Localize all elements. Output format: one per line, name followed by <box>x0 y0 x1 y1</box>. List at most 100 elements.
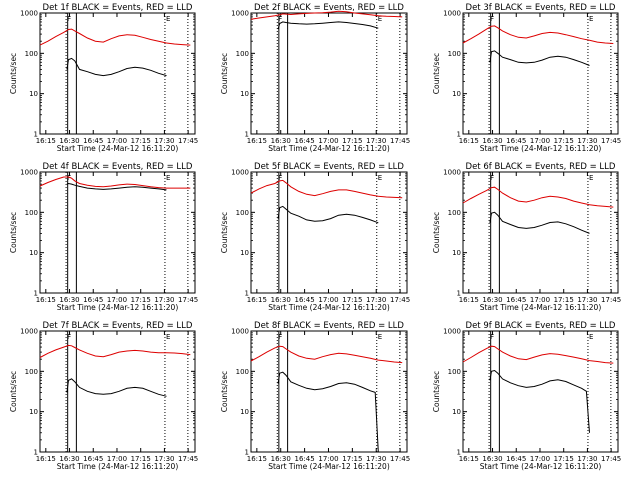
x-tick-label: 16:15 <box>36 137 56 145</box>
x-tick-label: 17:30 <box>154 296 174 304</box>
panel-3f: Det 3f BLACK = Events, RED = LLD 1 10 100 10… <box>432 3 621 153</box>
flag-label: F <box>490 174 494 182</box>
events-series-line <box>489 211 590 234</box>
events-series-line <box>489 50 590 66</box>
lld-series-line <box>39 344 191 358</box>
y-tick-label: 100 <box>236 368 249 376</box>
y-tick-label: 1000 <box>231 169 249 177</box>
plot-frame <box>39 12 196 135</box>
x-tick-label: 17:45 <box>601 137 621 145</box>
x-tick-label: 16:45 <box>506 296 526 304</box>
y-tick-label: 1000 <box>20 328 38 336</box>
y-tick-label: 1 <box>457 131 461 139</box>
flag-label: E <box>378 174 382 182</box>
panel-title: Det 3f BLACK = Events, RED = LLD <box>466 3 616 13</box>
lld-series-line <box>462 345 614 364</box>
y-tick-label: 1 <box>34 131 38 139</box>
y-tick-label: 1 <box>34 449 38 457</box>
y-tick-label: 1000 <box>231 328 249 336</box>
x-tick-label: 17:30 <box>154 137 174 145</box>
x-tick-label: 16:45 <box>506 137 526 145</box>
y-tick-label: 1000 <box>443 328 461 336</box>
flag-label: E <box>589 333 593 341</box>
x-tick-label: 17:15 <box>342 296 362 304</box>
y-tick-label: 10 <box>240 408 249 416</box>
y-tick-label: 1000 <box>231 10 249 18</box>
x-tick-label: 17:00 <box>107 455 127 463</box>
lld-series-line <box>250 179 403 199</box>
y-tick-label: 1 <box>34 290 38 298</box>
x-tick-label: 16:15 <box>36 455 56 463</box>
x-tick-label: 17:30 <box>577 455 597 463</box>
y-axis-label: Counts/sec <box>9 53 18 94</box>
flag-label: E <box>589 15 593 23</box>
x-tick-label: 17:15 <box>131 137 151 145</box>
y-tick-label: 100 <box>448 50 461 58</box>
flag-label: E <box>166 333 170 341</box>
y-tick-label: 1 <box>245 449 249 457</box>
panel-5f: Det 5f BLACK = Events, RED = LLD 1 10 100 10… <box>220 162 410 312</box>
lld-series-line <box>39 176 191 189</box>
x-tick-label: 17:00 <box>318 455 338 463</box>
x-tick-label: 17:15 <box>131 296 151 304</box>
plot-frame <box>462 171 619 294</box>
flag-label: F <box>490 333 494 341</box>
x-tick-label: 16:45 <box>83 137 103 145</box>
panel-title: Det 9f BLACK = Events, RED = LLD <box>466 321 616 331</box>
y-axis-label: Counts/sec <box>432 53 441 94</box>
x-tick-label: 17:00 <box>107 137 127 145</box>
x-tick-label: 16:15 <box>459 137 479 145</box>
x-tick-label: 17:15 <box>342 455 362 463</box>
x-axis-label: Start Time (24-Mar-12 16:11:20) <box>480 144 602 153</box>
panel-8f: Det 8f BLACK = Events, RED = LLD 1 10 100 10… <box>220 321 410 471</box>
x-tick-label: 16:15 <box>247 137 267 145</box>
x-tick-label: 17:00 <box>318 137 338 145</box>
plot-frame <box>250 12 408 135</box>
x-tick-label: 16:15 <box>459 296 479 304</box>
flag-label: E <box>378 15 382 23</box>
x-tick-label: 17:30 <box>366 137 386 145</box>
x-tick-label: 17:00 <box>530 296 550 304</box>
y-axis-label: Counts/sec <box>220 212 229 253</box>
panel-7f: Det 7f BLACK = Events, RED = LLD 1 10 100 10… <box>9 321 198 471</box>
x-tick-label: 17:15 <box>554 296 574 304</box>
lld-series-line <box>462 186 614 208</box>
y-tick-label: 10 <box>452 408 461 416</box>
x-tick-label: 16:30 <box>482 296 502 304</box>
lld-series-line <box>39 28 191 46</box>
panel-2f: Det 2f BLACK = Events, RED = LLD 1 10 100 10… <box>220 3 410 153</box>
x-tick-label: 17:15 <box>554 137 574 145</box>
panel-title: Det 1f BLACK = Events, RED = LLD <box>43 3 193 13</box>
y-axis-label: Counts/sec <box>9 212 18 253</box>
x-tick-label: 16:45 <box>295 296 315 304</box>
panel-title: Det 7f BLACK = Events, RED = LLD <box>43 321 193 331</box>
y-tick-label: 1 <box>245 131 249 139</box>
x-tick-label: 17:45 <box>390 137 410 145</box>
y-tick-label: 100 <box>25 368 38 376</box>
panel-title: Det 4f BLACK = Events, RED = LLD <box>43 162 193 172</box>
flag-label: F <box>67 15 71 23</box>
x-tick-label: 16:45 <box>295 455 315 463</box>
y-tick-label: 10 <box>29 90 38 98</box>
x-axis-label: Start Time (24-Mar-12 16:11:20) <box>268 462 390 471</box>
events-series-line <box>66 182 167 191</box>
x-tick-label: 17:45 <box>178 296 198 304</box>
x-tick-label: 16:30 <box>59 455 79 463</box>
panel-1f: Det 1f BLACK = Events, RED = LLD 1 10 100 10… <box>9 3 198 153</box>
x-tick-label: 16:15 <box>247 296 267 304</box>
flag-label: F <box>278 174 282 182</box>
y-tick-label: 1000 <box>443 10 461 18</box>
panel-6f: Det 6f BLACK = Events, RED = LLD 1 10 100 10… <box>432 162 621 312</box>
flag-label: E <box>378 333 382 341</box>
events-series-line <box>277 371 379 453</box>
y-axis-label: Counts/sec <box>432 212 441 253</box>
events-series-line <box>66 378 167 397</box>
x-tick-label: 17:45 <box>601 455 621 463</box>
lld-series-line <box>250 345 403 364</box>
x-axis-label: Start Time (24-Mar-12 16:11:20) <box>480 303 602 312</box>
x-tick-label: 17:15 <box>342 137 362 145</box>
y-tick-label: 100 <box>236 50 249 58</box>
plot-frame <box>250 171 408 294</box>
x-tick-label: 16:15 <box>36 296 56 304</box>
